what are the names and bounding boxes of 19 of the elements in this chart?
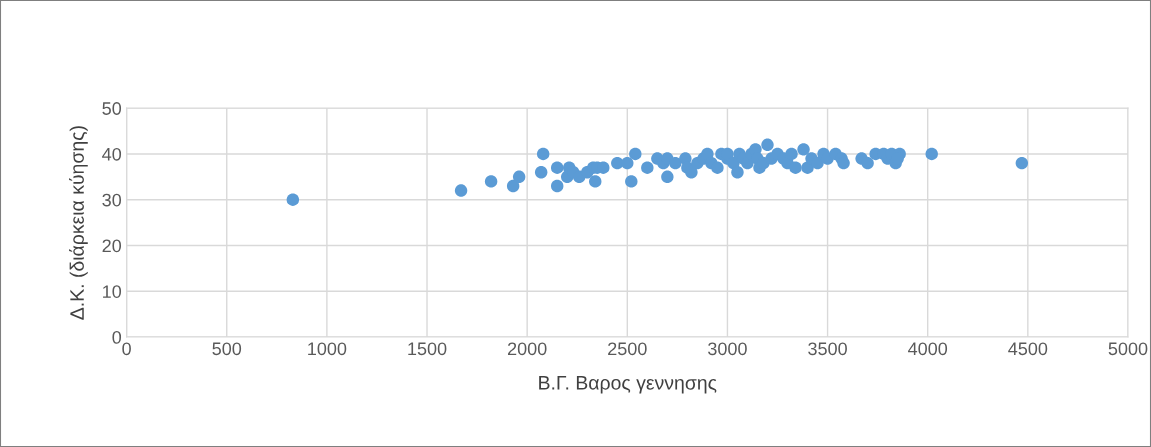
- x-tick-label: 4000: [908, 342, 948, 356]
- y-tick-label: 0: [112, 330, 122, 344]
- x-tick-label: 1000: [308, 342, 347, 356]
- x-tick-label: 2000: [507, 342, 547, 356]
- y-axis-title: Δ.Κ. (διάρκεια κύησης): [69, 126, 88, 320]
- y-tick-label: 50: [102, 102, 122, 115]
- x-tick-label: 0: [122, 342, 131, 356]
- x-tick-label: 500: [212, 342, 242, 356]
- y-tick-label: 10: [103, 285, 122, 298]
- x-tick-label: 3000: [708, 342, 747, 356]
- y-tick-label: 30: [102, 193, 122, 207]
- y-tick-label: 40: [102, 147, 122, 161]
- x-tick-label: 4500: [1008, 342, 1048, 356]
- x-tick-label: 5000: [1108, 342, 1148, 356]
- x-tick-label: 3500: [808, 342, 847, 356]
- x-tick-label: 2500: [608, 342, 647, 356]
- x-tick-label: 1500: [408, 342, 447, 356]
- x-axis-title: Β.Γ. Βαρος γεννησης: [539, 376, 717, 394]
- y-tick-label: 20: [102, 239, 122, 253]
